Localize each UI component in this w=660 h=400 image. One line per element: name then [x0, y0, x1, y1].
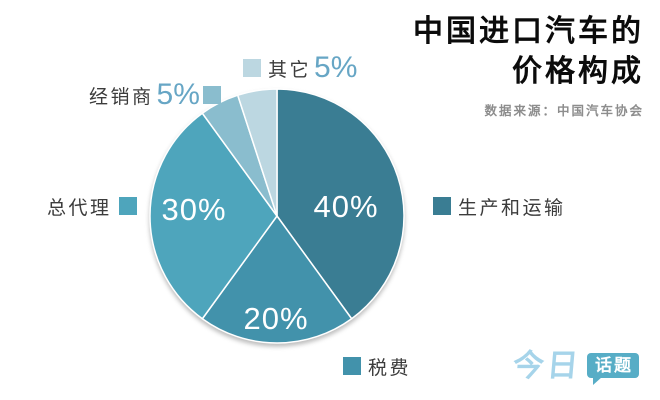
pie-slice-other: [237, 88, 278, 217]
logo-badge: 话题: [587, 353, 639, 385]
legend-swatch-dealer: [202, 86, 221, 104]
legend-label-production: 生产和运输: [458, 197, 566, 219]
legend-swatch-other: [243, 59, 261, 77]
logo-badge-text: 话题: [595, 356, 633, 375]
legend-label-other: 其它: [268, 59, 312, 81]
legend-pct-dealer: 5%: [156, 78, 200, 111]
pie-slice-tax: [201, 215, 353, 344]
legend-swatch-production: [433, 197, 451, 215]
legend-production: 生产和运输: [433, 189, 566, 223]
legend-label-dealer: 经销商: [89, 86, 154, 108]
legend-dealer: 经销商 5%: [89, 78, 221, 112]
logo-speech-tail-icon: [593, 377, 602, 385]
legend-label-agent: 总代理: [47, 197, 112, 219]
data-source: 数据来源：中国汽车协会: [484, 104, 644, 118]
legend-agent: 总代理: [47, 189, 137, 223]
pie-value-agent: 30%: [161, 192, 227, 227]
page-title-line1: 中国进口汽车的: [413, 15, 644, 48]
legend-pct-other: 5%: [314, 51, 358, 84]
legend-label-tax: 税费: [368, 357, 412, 379]
legend-tax: 税费: [343, 349, 411, 383]
brand-logo: 今日 话题: [511, 348, 639, 385]
page-title-line2: 价格构成: [512, 55, 644, 88]
legend-other: 其它 5%: [243, 51, 360, 85]
pie-slice-agent: [149, 112, 278, 320]
logo-script-text: 今日: [511, 348, 583, 383]
pie-value-tax: 20%: [243, 301, 309, 336]
legend-swatch-tax: [343, 357, 361, 375]
legend-swatch-agent: [118, 197, 137, 215]
pie-value-production: 40%: [313, 189, 379, 224]
pie-slices-group: [149, 88, 405, 344]
pie-slice-production: [276, 88, 405, 320]
title-block: 中国进口汽车的 价格构成 数据来源：中国汽车协会: [413, 12, 644, 119]
